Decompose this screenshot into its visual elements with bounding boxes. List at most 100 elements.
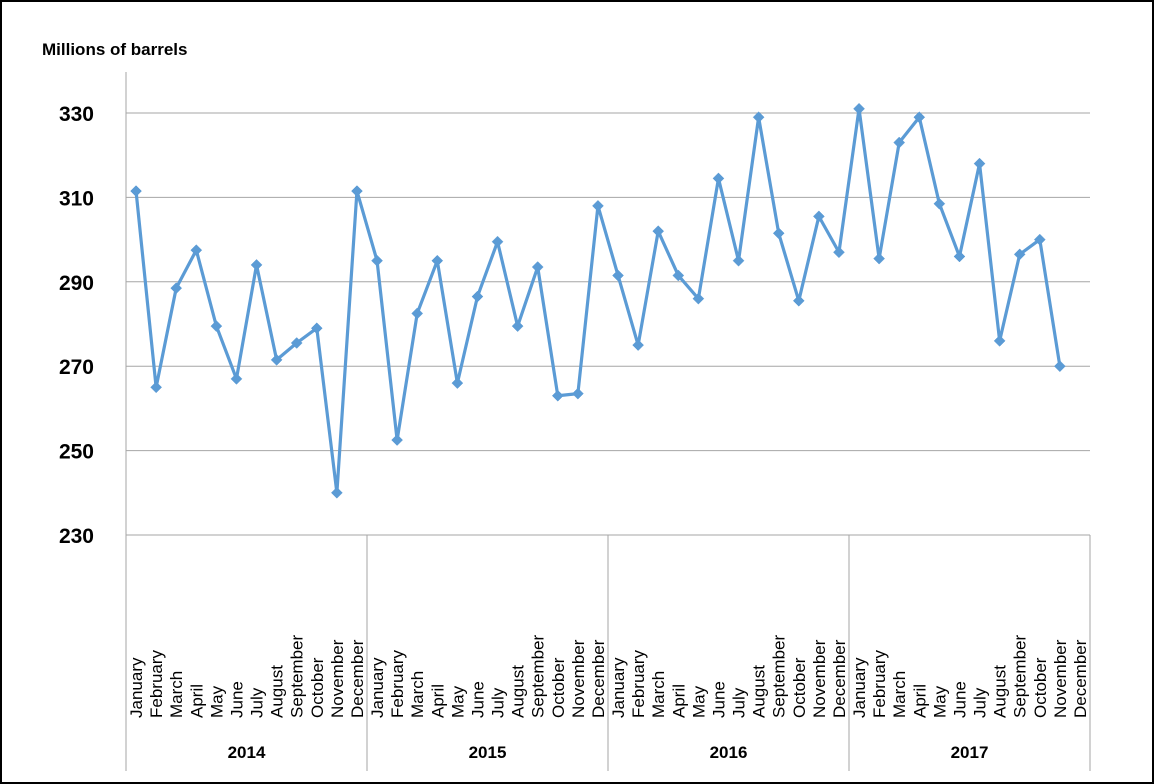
- x-tick-label: January: [609, 657, 628, 718]
- x-tick-label: July: [248, 687, 267, 718]
- data-point: [270, 354, 283, 366]
- x-tick-label: May: [930, 685, 949, 718]
- x-tick-label: August: [268, 665, 287, 718]
- x-tick-labels: January February March April May June July Augu…: [127, 635, 1090, 718]
- y-tick-label: 310: [59, 187, 94, 210]
- axes: [125, 72, 1091, 771]
- x-tick-label: February: [388, 649, 407, 718]
- x-tick-label: November: [569, 639, 588, 718]
- y-axis-title: Millions of barrels: [42, 40, 187, 59]
- data-point: [893, 136, 906, 149]
- data-point: [371, 254, 383, 267]
- x-tick-label: December: [348, 639, 367, 718]
- data-point: [692, 292, 705, 305]
- data-point: [752, 111, 765, 124]
- x-tick-label: October: [308, 657, 327, 718]
- data-point: [310, 322, 323, 335]
- x-tick-label: May: [448, 685, 467, 718]
- data-point: [210, 320, 223, 332]
- y-tick-label: 230: [59, 525, 94, 548]
- x-tick-label: February: [147, 649, 166, 718]
- x-tick-label: April: [187, 684, 206, 718]
- x-tick-label: January: [127, 657, 146, 718]
- x-tick-label: June: [950, 681, 969, 718]
- data-point: [130, 185, 142, 197]
- year-labels: 2014 2015 2016 2017: [228, 743, 989, 762]
- x-tick-label: May: [689, 685, 708, 718]
- data-point: [391, 434, 403, 446]
- x-tick-label: March: [890, 671, 909, 718]
- x-tick-label: March: [167, 671, 186, 718]
- x-tick-label: April: [910, 684, 929, 718]
- x-tick-label: January: [850, 657, 869, 718]
- data-point: [953, 250, 966, 263]
- y-tick-label: 330: [59, 103, 94, 126]
- data-point: [652, 225, 665, 238]
- x-tick-label: January: [368, 657, 387, 718]
- x-tick-label: June: [468, 681, 487, 718]
- data-point: [933, 197, 946, 210]
- x-tick-label: July: [971, 687, 990, 718]
- x-tick-label: August: [991, 665, 1010, 718]
- data-point: [873, 252, 885, 265]
- x-tick-label: November: [328, 639, 347, 718]
- data-point: [170, 282, 183, 294]
- data-point: [913, 111, 926, 124]
- data-point: [230, 373, 243, 385]
- x-tick-label: June: [709, 681, 728, 718]
- data-point: [290, 337, 303, 349]
- data-point: [1033, 233, 1046, 246]
- x-tick-label: September: [288, 635, 307, 718]
- data-point: [813, 210, 825, 223]
- x-tick-label: May: [207, 685, 226, 718]
- x-tick-label: June: [227, 681, 246, 718]
- data-point: [592, 199, 604, 212]
- y-tick-label: 290: [59, 272, 94, 295]
- x-tick-label: December: [589, 639, 608, 718]
- data-point: [772, 227, 785, 240]
- year-label: 2016: [710, 743, 748, 762]
- data-point: [351, 185, 363, 197]
- data-point: [331, 486, 343, 499]
- x-tick-label: November: [1051, 639, 1070, 718]
- series-line: [134, 107, 1062, 495]
- data-point: [973, 157, 986, 170]
- data-point: [250, 259, 263, 271]
- data-point: [572, 387, 584, 400]
- year-label: 2017: [951, 743, 989, 762]
- x-tick-label: March: [649, 671, 668, 718]
- x-tick-label: February: [629, 649, 648, 718]
- x-tick-label: December: [1071, 639, 1090, 718]
- year-label: 2014: [228, 743, 266, 762]
- x-tick-label: September: [529, 635, 548, 718]
- x-tick-label: September: [770, 635, 789, 718]
- x-tick-label: April: [428, 684, 447, 718]
- y-tick-labels: 330 310 290 270 250 230: [59, 103, 94, 548]
- y-tick-label: 250: [59, 441, 94, 464]
- data-point: [732, 254, 745, 267]
- data-point: [853, 102, 865, 115]
- data-point: [792, 294, 805, 307]
- data-point: [190, 244, 203, 257]
- data-point: [451, 377, 464, 389]
- x-tick-label: April: [669, 684, 688, 718]
- data-point: [491, 235, 504, 248]
- data-point: [511, 320, 524, 332]
- series: [130, 102, 1066, 499]
- x-tick-label: October: [790, 657, 809, 718]
- x-tick-label: November: [810, 639, 829, 718]
- x-tick-label: July: [730, 687, 749, 718]
- data-point: [1013, 248, 1026, 261]
- data-point: [672, 269, 685, 282]
- y-tick-label: 270: [59, 356, 94, 379]
- data-point: [712, 172, 725, 185]
- data-point: [551, 389, 564, 402]
- data-point: [993, 335, 1006, 347]
- x-tick-label: October: [549, 657, 568, 718]
- x-tick-label: August: [750, 665, 769, 718]
- data-point: [632, 339, 644, 351]
- data-point: [471, 290, 484, 303]
- x-tick-label: December: [830, 639, 849, 718]
